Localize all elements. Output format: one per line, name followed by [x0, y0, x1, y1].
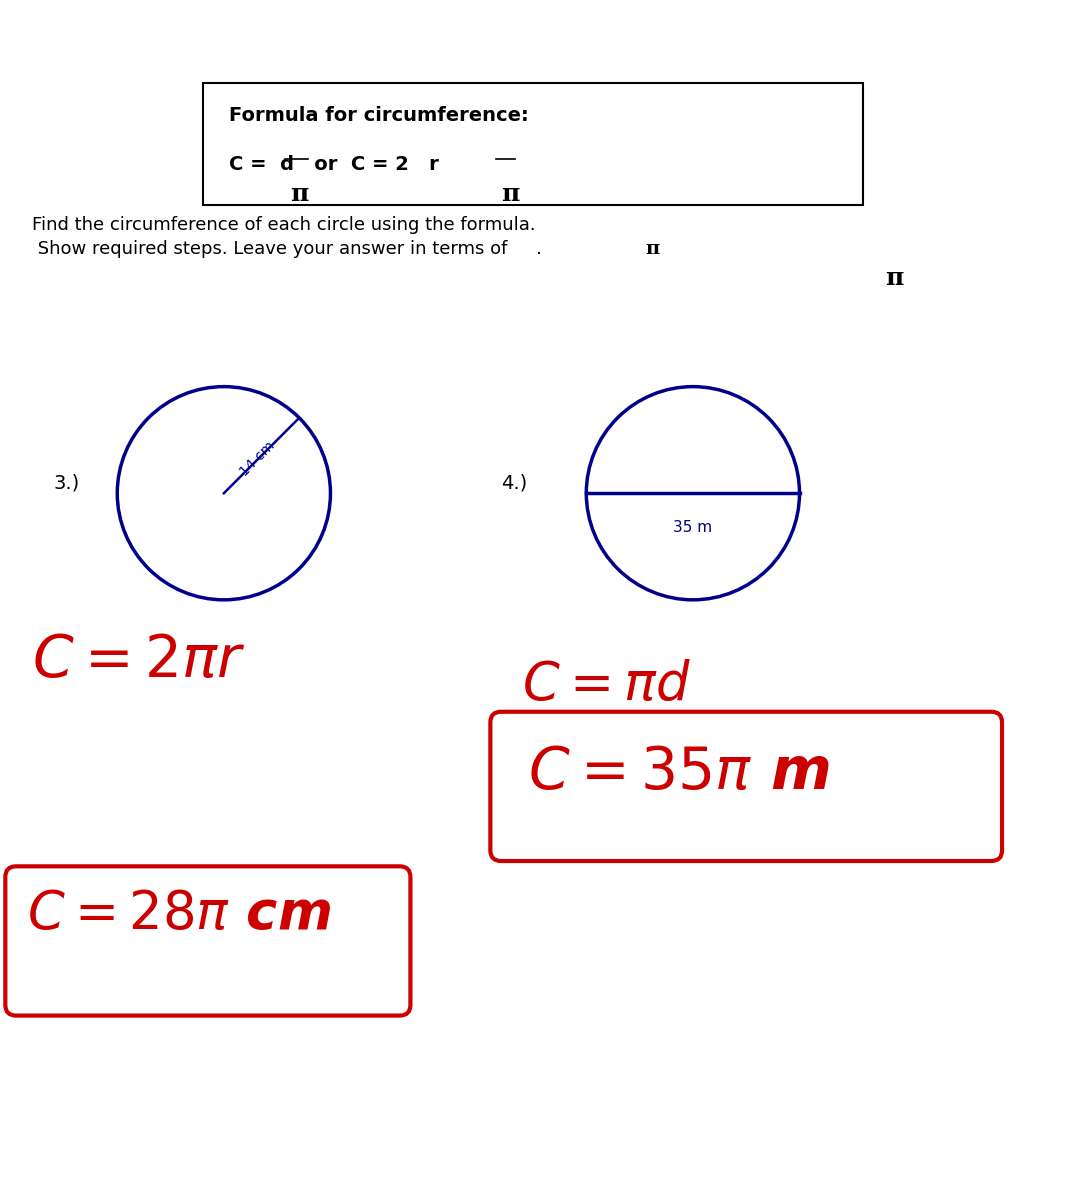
Text: 3.): 3.) [53, 473, 80, 492]
Text: Formula for circumference:: Formula for circumference: [229, 106, 529, 125]
Text: 4.): 4.) [501, 473, 528, 492]
Text: 14 cm: 14 cm [238, 439, 278, 479]
Text: π: π [645, 239, 659, 258]
Text: π: π [501, 182, 519, 206]
Text: $C = 35\pi$ m: $C = 35\pi$ m [528, 744, 829, 800]
Text: Show required steps. Leave your answer in terms of     .: Show required steps. Leave your answer i… [32, 239, 542, 258]
Text: π: π [290, 182, 308, 206]
Text: C =  d   or  C = 2   r: C = d or C = 2 r [229, 156, 439, 175]
Text: $C = 2\pi r$: $C = 2\pi r$ [32, 631, 245, 688]
Text: $C = \pi d$: $C = \pi d$ [522, 659, 692, 711]
FancyBboxPatch shape [203, 83, 863, 206]
Text: $C = 28\pi$ cm: $C = 28\pi$ cm [27, 888, 330, 939]
FancyBboxPatch shape [490, 712, 1002, 861]
Text: Find the circumference of each circle using the formula.: Find the circumference of each circle us… [32, 216, 535, 234]
Text: π: π [885, 266, 903, 290]
Text: 35 m: 35 m [674, 520, 712, 535]
FancyBboxPatch shape [5, 867, 410, 1015]
